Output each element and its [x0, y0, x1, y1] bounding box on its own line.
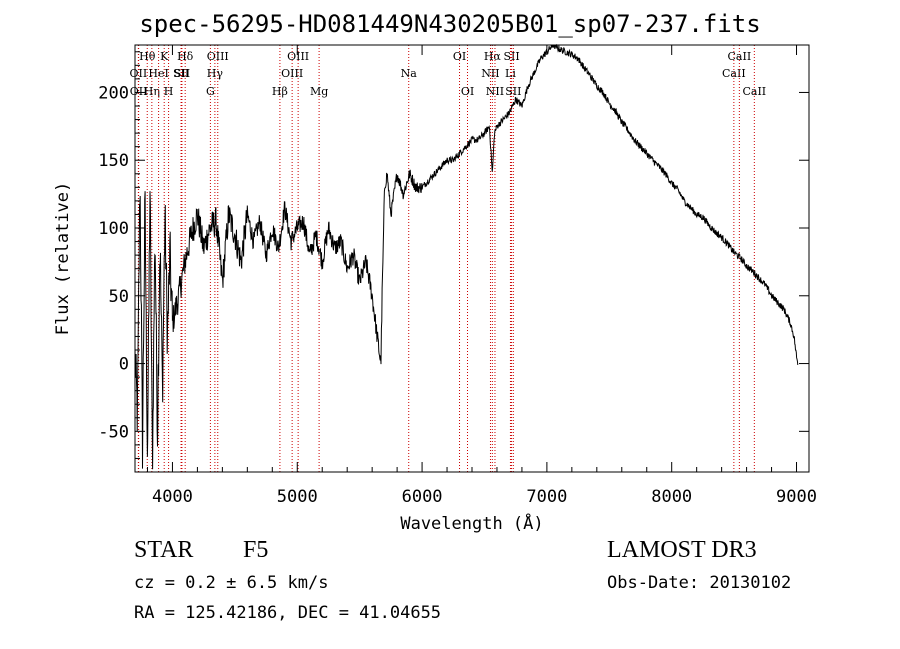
marker-label-8: Hδ	[177, 50, 194, 63]
chart-title: spec-56295-HD081449N430205B01_sp07-237.f…	[139, 10, 761, 38]
object-class: STAR	[134, 537, 194, 563]
series-flux	[134, 43, 799, 470]
marker-label-21: NII	[481, 67, 499, 80]
marker-label-2: OII	[130, 85, 148, 98]
y-axis-label: Flux (relative)	[53, 182, 73, 336]
marker-label-23: SII	[503, 50, 519, 63]
x-tick-label-2: 6000	[402, 487, 443, 507]
marker-label-7: SII	[173, 67, 189, 80]
plot-frame	[134, 44, 810, 473]
axes: 4000 5000 6000 7000 8000 9000 -50 0 50 100 150 200	[98, 45, 817, 507]
y-tick-label-3: 100	[98, 219, 129, 239]
marker-label-13: Hβ	[272, 85, 288, 98]
marker-label-26: CaII	[722, 67, 746, 80]
marker-label-18: OI	[453, 50, 466, 63]
redshift-info: cz = 0.2 ± 6.5 km/s	[134, 573, 329, 593]
y-tick-label-0: -50	[98, 422, 129, 442]
y-tick-label-4: 150	[98, 151, 129, 171]
marker-label-12: G	[206, 85, 215, 98]
x-tick-label-1: 5000	[277, 487, 318, 507]
marker-label-1: OII	[130, 67, 148, 80]
x-tick-label-4: 8000	[651, 487, 692, 507]
y-tick-label-1: 0	[119, 355, 129, 375]
marker-label-20: Hα	[484, 50, 502, 63]
marker-label-4: HeI	[148, 67, 168, 80]
x-axis-label: Wavelength (Å)	[400, 512, 543, 534]
marker-label-3: Hη	[144, 85, 160, 98]
y-tick-label-2: 50	[109, 287, 129, 307]
marker-label-28: CaII	[742, 85, 766, 98]
marker-label-0: Hθ	[139, 50, 156, 63]
coordinates: RA = 125.42186, DEC = 41.04655	[134, 603, 442, 623]
x-tick-label-3: 7000	[526, 487, 567, 507]
marker-label-16: Mg	[310, 85, 328, 98]
marker-label-24: Li	[505, 67, 516, 80]
marker-label-15: OIII	[281, 67, 303, 80]
x-tick-label-0: 4000	[152, 487, 193, 507]
x-tick-label-5: 9000	[776, 487, 817, 507]
marker-label-27: CaII	[728, 50, 752, 63]
marker-label-17: Na	[401, 67, 418, 80]
marker-label-9: SII	[174, 67, 190, 80]
obs-date: Obs-Date: 20130102	[607, 573, 792, 593]
marker-label-10: OIII	[207, 50, 229, 63]
marker-label-14: OIII	[287, 50, 309, 63]
survey-name: LAMOST DR3	[607, 537, 757, 563]
marker-label-6: H	[164, 85, 174, 98]
marker-label-11: Hγ	[207, 67, 224, 80]
spectral-subclass: F5	[243, 537, 269, 563]
marker-label-19: OI	[461, 85, 474, 98]
marker-label-5: K	[160, 50, 169, 63]
marker-label-22: NII	[486, 85, 504, 98]
marker-label-25: SII	[505, 85, 521, 98]
y-tick-label-5: 200	[98, 83, 129, 103]
